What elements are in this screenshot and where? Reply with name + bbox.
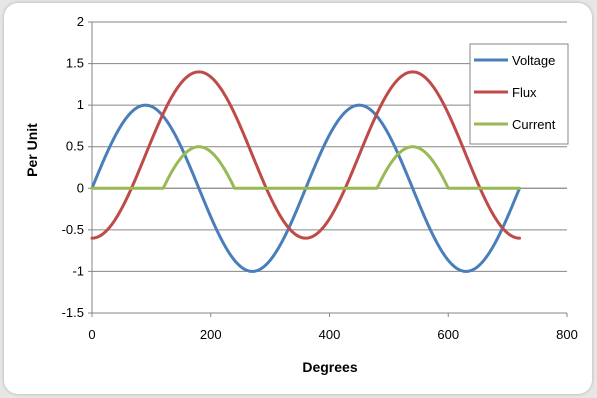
series-lines [90, 70, 521, 273]
y-tick-label: -0.5 [62, 222, 84, 237]
y-tick-label: 0.5 [66, 139, 84, 154]
x-tick-label: 0 [88, 327, 95, 342]
series-line-current [90, 145, 521, 190]
legend-label-current: Current [512, 117, 556, 132]
x-tick-label: 400 [319, 327, 341, 342]
series-line-flux [90, 70, 521, 240]
y-tick-label: 2 [77, 14, 84, 29]
y-tick-label: 1 [77, 97, 84, 112]
y-tick-label: 1.5 [66, 56, 84, 71]
x-tick-label: 200 [200, 327, 222, 342]
y-tick-label: -1 [72, 263, 84, 278]
legend-label-flux: Flux [512, 85, 537, 100]
y-axis-title: Per Unit [24, 123, 40, 177]
gridlines [92, 21, 567, 314]
legend: Voltage Flux Current [469, 43, 569, 145]
x-tick-label: 800 [556, 327, 578, 342]
x-tick-labels: 0 200 400 600 800 [88, 313, 578, 342]
x-tick-label: 600 [437, 327, 459, 342]
y-tick-labels: 2 1.5 1 0.5 0 -0.5 -1 -1.5 [62, 14, 92, 320]
y-tick-label: -1.5 [62, 305, 84, 320]
x-axis-title: Degrees [302, 359, 357, 375]
legend-label-voltage: Voltage [512, 53, 555, 68]
y-tick-label: 0 [77, 180, 84, 195]
